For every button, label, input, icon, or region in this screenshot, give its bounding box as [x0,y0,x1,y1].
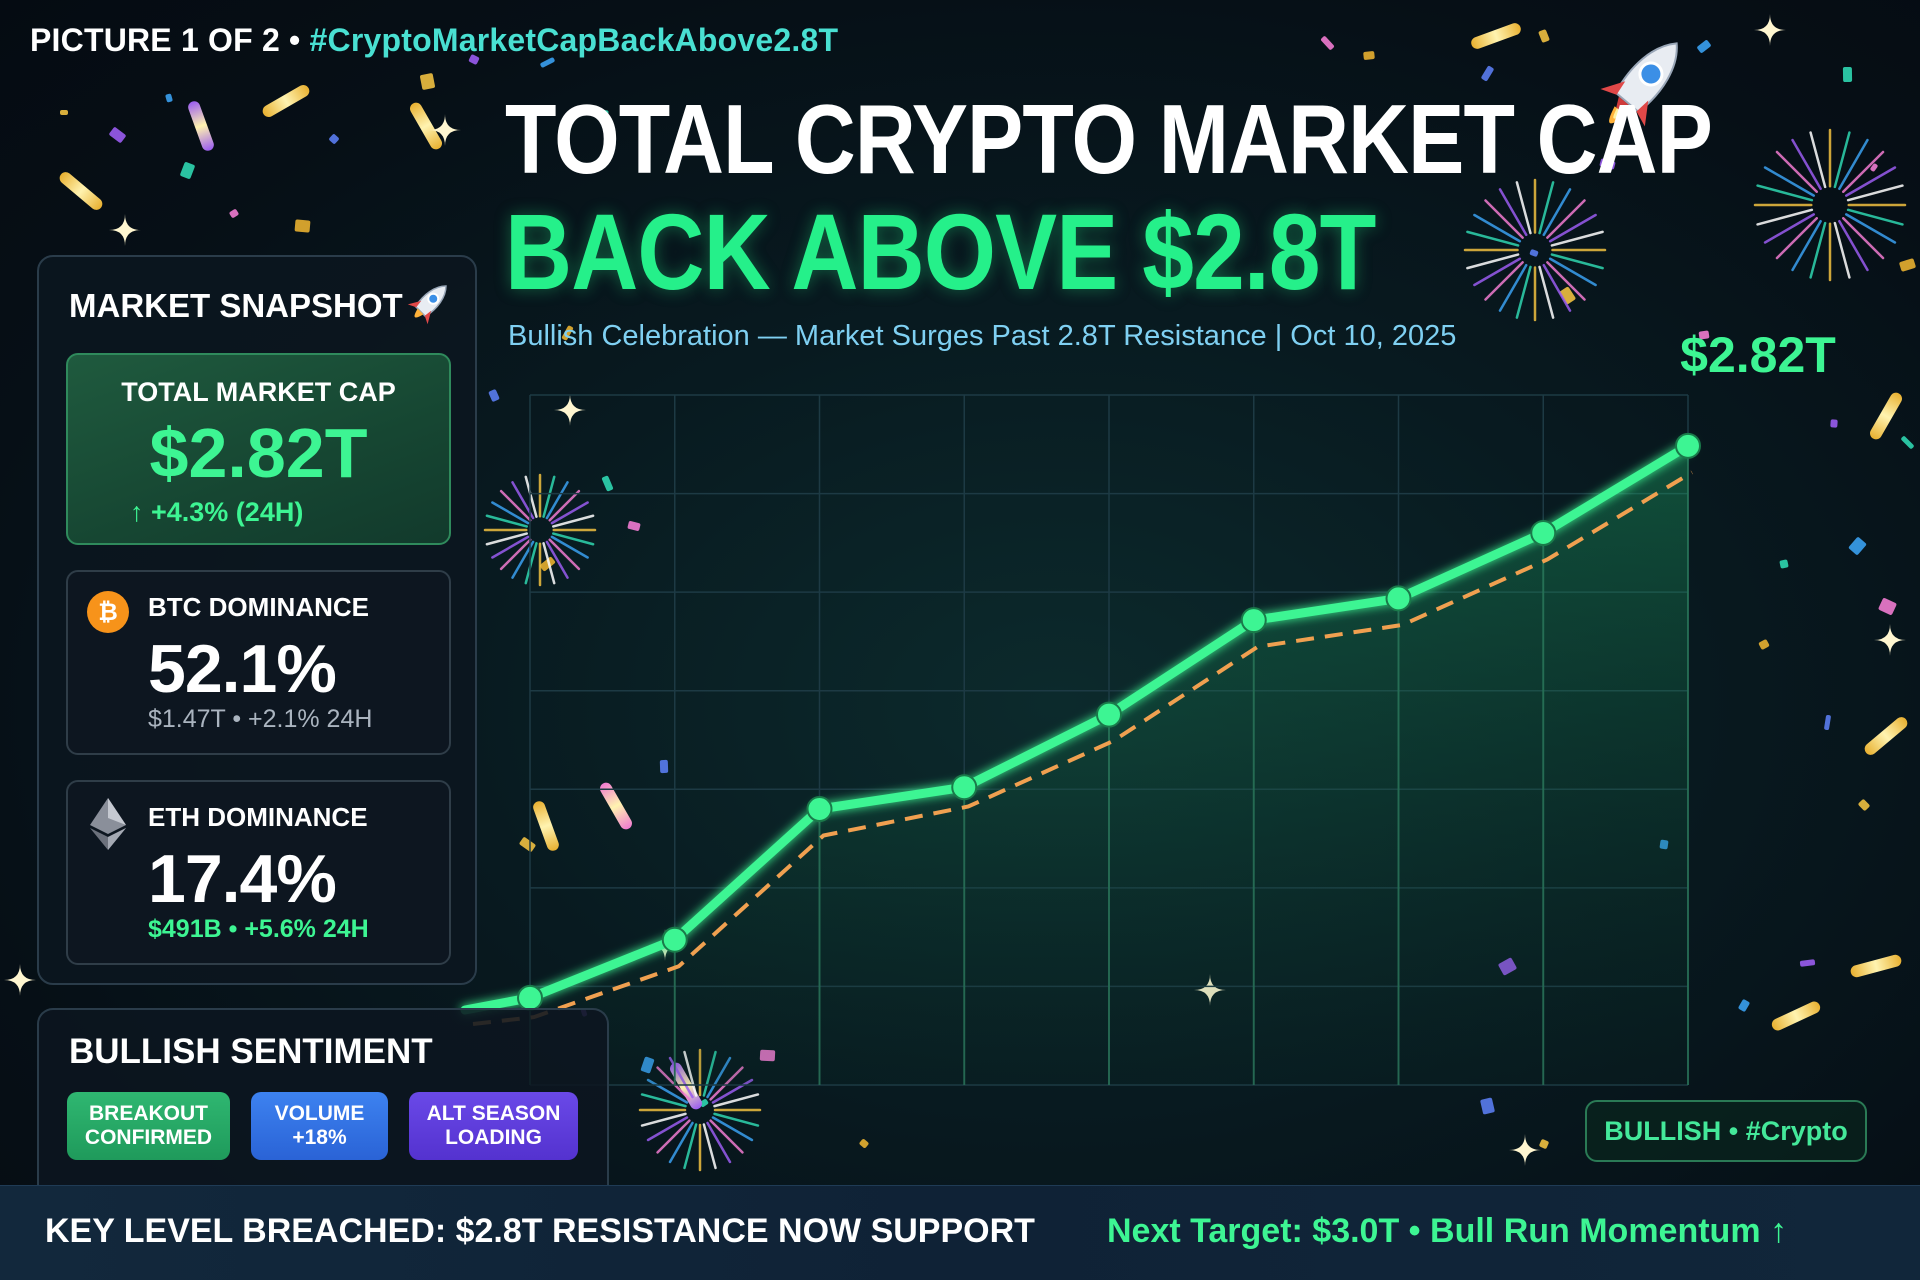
data-point [1240,607,1267,634]
total-market-cap-label: TOTAL MARKET CAP [121,377,396,407]
data-point [1675,432,1701,459]
sparkle-icon [4,964,36,996]
sparkle-icon [1754,14,1786,46]
sparkle-icon [1874,624,1906,656]
banner-key-level: KEY LEVEL BREACHED: $2.8T RESISTANCE NOW… [45,1212,1035,1250]
chart-drop-lines [529,445,1689,1085]
sparkle-icon [1509,1134,1541,1166]
snapshot-title: MARKET SNAPSHOT [69,287,403,324]
btc-dominance-label: BTC DOMINANCE [148,592,369,622]
picture-counter: PICTURE 1 OF 2 • [30,22,301,58]
bullish-badge: BULLISH • #Crypto [1585,1100,1867,1162]
eth-dominance-value: 17.4% [148,841,337,917]
chart-points [517,432,1701,1011]
sparkle-icon [109,214,141,246]
eth-dominance-label: ETH DOMINANCE [148,802,368,832]
svg-text:₿: ₿ [98,598,118,626]
eth-dominance-card: ETH DOMINANCE 17.4% $491B • +5.6% 24H [66,780,451,965]
data-point [951,774,978,801]
firework-burst [483,473,597,587]
bullish-sentiment-panel: BULLISH SENTIMENT BREAKOUT CONFIRMED VOL… [37,1008,609,1198]
data-point [1385,585,1412,612]
sparkle-icon [554,394,586,426]
ethereum-icon [90,798,126,850]
chart-end-label: $2.82T [1680,327,1836,383]
headline-subtitle: Bullish Celebration — Market Surges Past… [508,320,1457,352]
picture-tag: PICTURE 1 OF 2 • #CryptoMarketCapBackAbo… [30,22,838,59]
breakout-confirmed-tag: BREAKOUT CONFIRMED [67,1092,230,1160]
btc-dominance-card: ₿ BTC DOMINANCE 52.1% $1.47T • +2.1% 24H [66,570,451,755]
rocket-icon [1600,42,1678,127]
market-snapshot-panel: MARKET SNAPSHOT TOTAL MARKET CAP $2.82T … [37,255,477,985]
total-market-cap-card: TOTAL MARKET CAP $2.82T ↑ +4.3% (24H) [66,353,451,545]
data-point [517,984,543,1011]
data-point [1096,701,1122,728]
sentiment-title: BULLISH SENTIMENT [69,1032,433,1071]
alt-season-tag: ALT SEASON LOADING [409,1092,578,1160]
volume-tag: VOLUME +18% [251,1092,388,1160]
series-dashed-line [472,470,1694,1026]
btc-dominance-value: 52.1% [148,631,337,707]
data-point [661,926,688,953]
data-point [806,796,833,822]
total-market-cap-value: $2.82T [149,414,368,492]
bitcoin-icon: ₿ [87,591,129,633]
headline-line-2: BACK ABOVE $2.8T [505,191,1376,312]
bottom-banner: KEY LEVEL BREACHED: $2.8T RESISTANCE NOW… [0,1185,1920,1280]
btc-dominance-detail: $1.47T • +2.1% 24H [148,705,373,733]
headline-line-1: TOTAL CRYPTO MARKET CAP [505,84,1713,194]
banner-next-target: Next Target: $3.0T • Bull Run Momentum ↑ [1107,1212,1787,1250]
sparkle-icon [429,114,461,146]
total-market-cap-change: ↑ +4.3% (24H) [130,497,304,527]
confetti-piece [60,110,68,115]
firework-burst [1463,178,1607,322]
firework-burst [1753,128,1907,282]
series-main-line [460,441,1693,1015]
hashtag-link[interactable]: #CryptoMarketCapBackAbove2.8T [309,22,839,58]
data-point [1530,520,1557,546]
eth-dominance-detail: $491B • +5.6% 24H [148,915,369,943]
rocket-icon [407,285,447,325]
